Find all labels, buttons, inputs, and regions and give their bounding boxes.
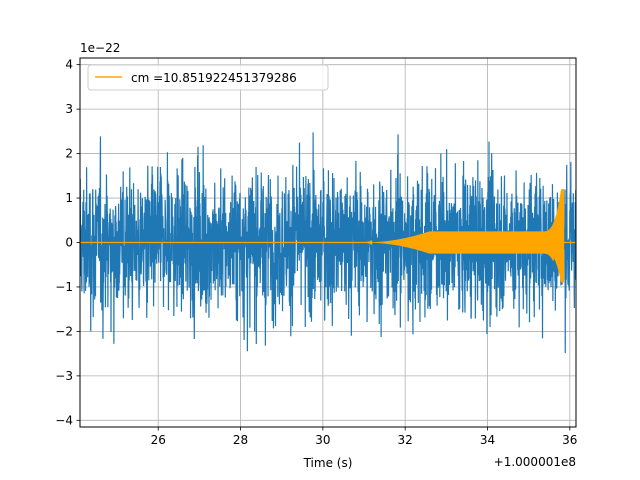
y-tick-label: −2 — [55, 324, 73, 338]
y-scale-label: 1e−22 — [80, 41, 120, 55]
y-tick-label: 4 — [65, 58, 73, 72]
y-tick-label: −4 — [55, 413, 73, 427]
y-tick-label: 2 — [65, 147, 73, 161]
x-tick-label: 32 — [398, 433, 413, 447]
x-offset-label: +1.000001e8 — [494, 455, 576, 469]
y-tick-label: 0 — [65, 236, 73, 250]
legend-label-chirp: cm =10.851922451379286 — [131, 71, 297, 85]
y-tick-label: −3 — [55, 369, 73, 383]
y-tick-label: 1 — [65, 191, 73, 205]
x-tick-label: 36 — [562, 433, 577, 447]
x-tick-label: 28 — [233, 433, 248, 447]
legend-box — [87, 64, 329, 91]
series-layer — [80, 132, 576, 354]
x-tick-label: 30 — [315, 433, 330, 447]
series-line-noise — [80, 132, 576, 354]
y-tick-label: 3 — [65, 102, 73, 116]
legend: cm =10.851922451379286 — [87, 64, 329, 91]
x-tick-label: 26 — [151, 433, 166, 447]
y-tick-label: −1 — [55, 280, 73, 294]
x-tick-label: 34 — [480, 433, 495, 447]
x-axis-label: Time (s) — [303, 456, 353, 470]
series-line-chirp — [80, 189, 576, 283]
